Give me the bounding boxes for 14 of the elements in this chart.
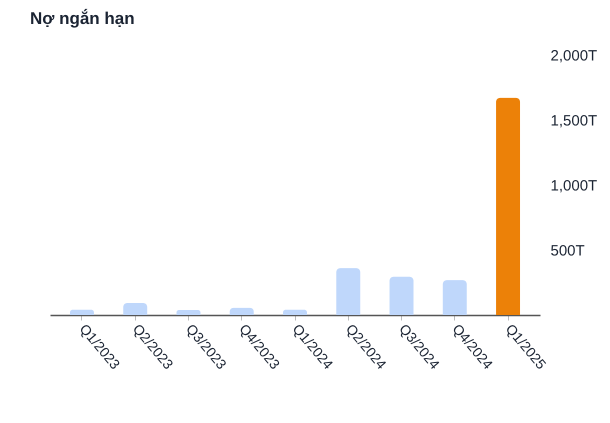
y-tick-label: 500T: [550, 242, 585, 260]
bar: [390, 276, 414, 315]
chart-title: Nợ ngắn hạn: [30, 8, 135, 28]
bar: [70, 310, 94, 315]
bar: [442, 280, 467, 315]
bar: [336, 268, 360, 315]
y-tick-label: 2,000T: [550, 48, 598, 64]
y-tick-label: 1,000T: [550, 178, 598, 194]
bar: [230, 308, 254, 315]
bar: [123, 303, 148, 315]
y-tick-label: 1,500T: [550, 112, 598, 130]
bar: [283, 310, 307, 315]
bar: [176, 310, 200, 315]
bar: [496, 98, 520, 315]
